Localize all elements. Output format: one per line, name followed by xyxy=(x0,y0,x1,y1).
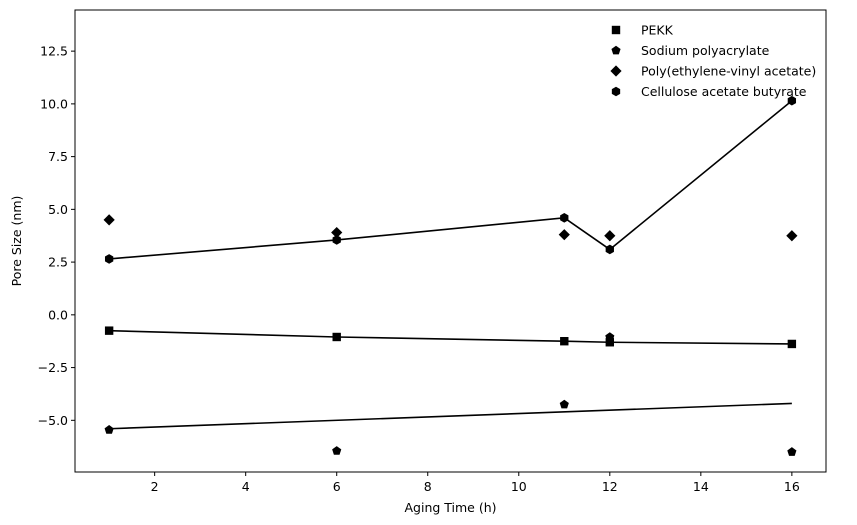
y-tick-label: 5.0 xyxy=(48,202,68,217)
plot-frame xyxy=(74,9,827,473)
data-point xyxy=(560,212,569,223)
x-tick-label: 14 xyxy=(693,479,709,494)
data-point xyxy=(559,399,569,409)
data-point xyxy=(605,338,615,347)
fit-line xyxy=(109,100,793,260)
x-axis-label: Aging Time (h) xyxy=(404,500,496,515)
data-point xyxy=(104,425,114,434)
data-point xyxy=(104,254,114,264)
legend: PEKK Sodium polyacrylate Poly(ethylene-vin… xyxy=(610,23,816,99)
y-axis-ticks: −5.0 −2.5 0.0 2.5 5.0 7.5 10.0 12.5 xyxy=(38,44,75,428)
legend-label: Cellulose acetate butyrate xyxy=(641,84,807,99)
data-point xyxy=(104,326,114,335)
data-point xyxy=(332,332,341,342)
legend-label: Poly(ethylene-vinyl acetate) xyxy=(641,64,816,79)
x-axis-ticks: 2 4 6 8 10 12 14 16 xyxy=(151,472,800,494)
data-point xyxy=(787,95,797,106)
fit-lines xyxy=(109,100,793,430)
data-point xyxy=(332,446,342,455)
data-point xyxy=(604,230,616,242)
y-tick-label: −2.5 xyxy=(38,360,68,375)
data-point xyxy=(103,214,115,226)
fit-line xyxy=(109,329,792,345)
y-tick-label: 12.5 xyxy=(40,44,68,59)
data-point xyxy=(605,244,614,255)
x-tick-label: 12 xyxy=(602,479,618,494)
y-axis-label: Pore Size (nm) xyxy=(9,196,24,287)
x-tick-label: 16 xyxy=(784,479,800,494)
x-tick-label: 10 xyxy=(511,479,527,494)
fit-line xyxy=(109,402,792,430)
x-tick-label: 2 xyxy=(151,479,159,494)
legend-label: Sodium polyacrylate xyxy=(641,43,770,58)
y-tick-label: 10.0 xyxy=(40,96,68,111)
data-point xyxy=(786,230,798,242)
data-markers xyxy=(103,95,798,456)
y-tick-label: 0.0 xyxy=(48,307,68,322)
legend-marker xyxy=(611,25,621,35)
legend-label: PEKK xyxy=(641,23,674,38)
data-point xyxy=(560,337,569,346)
y-tick-label: 7.5 xyxy=(48,149,68,164)
x-tick-label: 8 xyxy=(424,479,432,494)
data-point xyxy=(787,447,797,456)
x-tick-label: 6 xyxy=(333,479,341,494)
data-point xyxy=(605,332,615,341)
x-tick-label: 4 xyxy=(242,479,250,494)
data-point xyxy=(787,339,797,349)
data-point xyxy=(332,235,341,245)
legend-marker xyxy=(610,65,622,77)
y-tick-label: −5.0 xyxy=(38,413,68,428)
data-point xyxy=(331,226,343,239)
legend-marker xyxy=(611,45,621,55)
legend-marker xyxy=(611,86,621,97)
data-point xyxy=(558,229,570,241)
y-tick-label: 2.5 xyxy=(48,255,68,270)
